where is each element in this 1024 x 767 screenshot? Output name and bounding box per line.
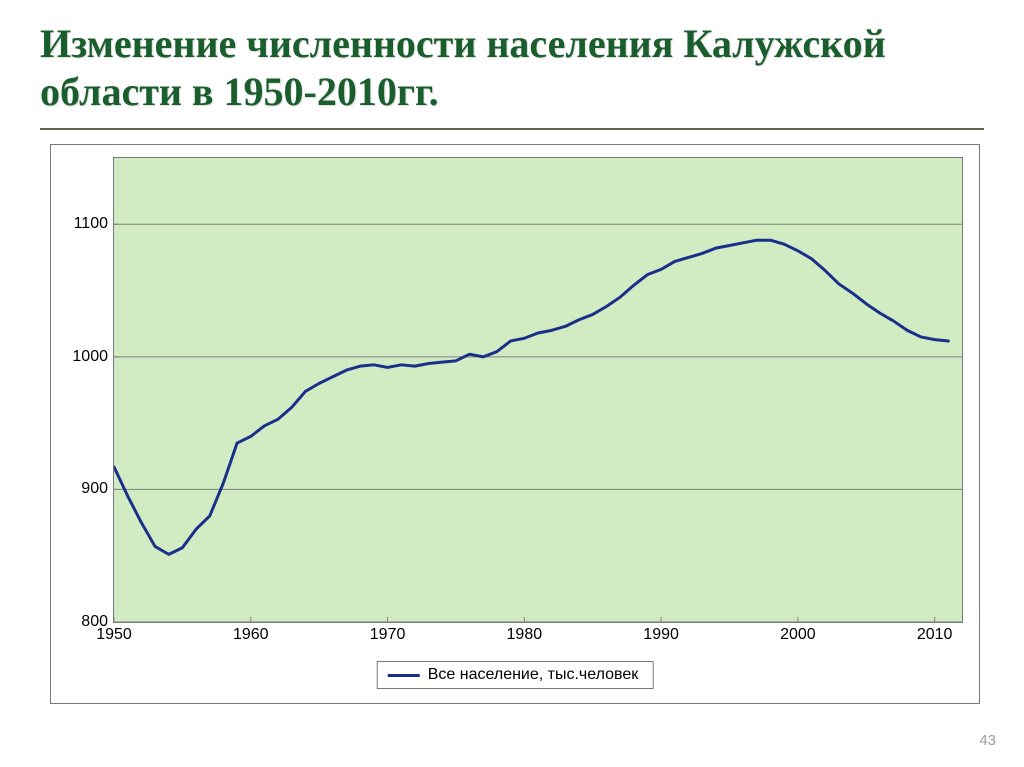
slide: Изменение численности населения Калужско… <box>0 0 1024 767</box>
chart-container: 8009001000110019501960197019801990200020… <box>50 144 980 704</box>
line-chart-svg <box>114 158 962 622</box>
x-tick-label: 1980 <box>507 626 543 644</box>
x-tick-label: 1950 <box>96 626 132 644</box>
x-tick-label: 1990 <box>643 626 679 644</box>
title-divider <box>40 128 984 130</box>
y-tick-label: 1000 <box>60 348 108 366</box>
y-tick-label: 900 <box>60 480 108 498</box>
page-number: 43 <box>979 732 996 749</box>
slide-title: Изменение численности населения Калужско… <box>40 20 980 116</box>
x-tick-label: 2000 <box>780 626 816 644</box>
legend: Все население, тыс.человек <box>377 661 654 689</box>
plot-area: 8009001000110019501960197019801990200020… <box>113 157 963 623</box>
legend-swatch <box>388 674 420 677</box>
x-tick-label: 2010 <box>917 626 953 644</box>
y-tick-label: 1100 <box>60 215 108 233</box>
x-tick-label: 1960 <box>233 626 269 644</box>
legend-label: Все население, тыс.человек <box>428 666 639 684</box>
x-tick-label: 1970 <box>370 626 406 644</box>
